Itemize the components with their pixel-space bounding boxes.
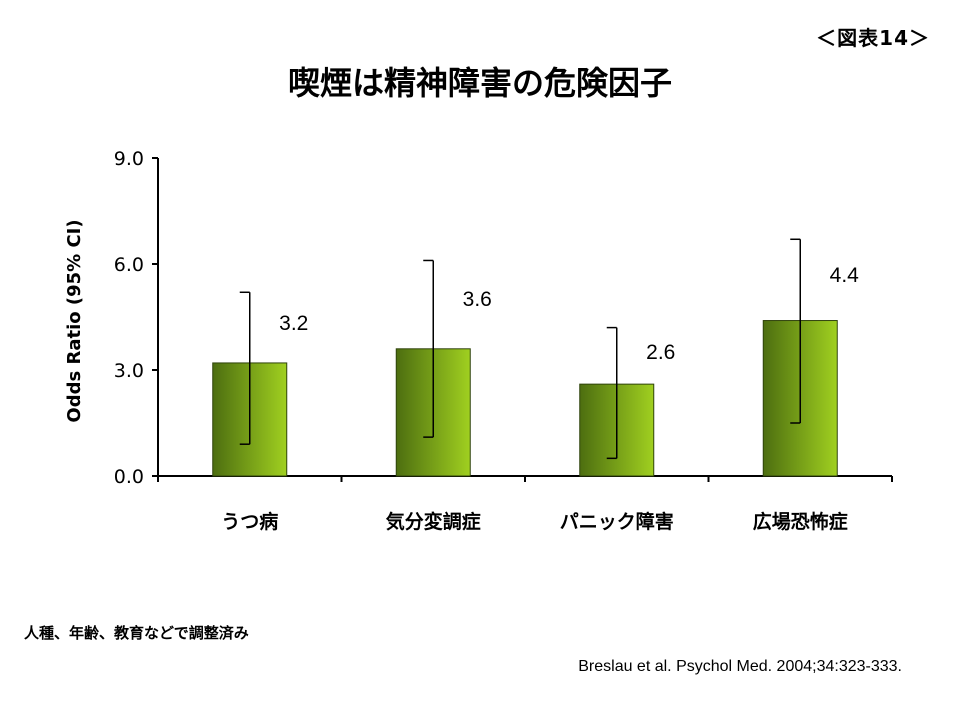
- data-label: 3.6: [463, 288, 492, 311]
- y-axis-label: Odds Ratio (95% CI): [64, 219, 85, 422]
- y-tick-label: 3.0: [114, 360, 144, 382]
- x-tick-label: パニック障害: [560, 510, 674, 533]
- y-tick-label: 9.0: [114, 148, 144, 170]
- x-tick-label: うつ病: [221, 510, 278, 533]
- figure-label: ＜図表14＞: [816, 26, 930, 50]
- adjustment-note: 人種、年齢、教育などで調整済み: [24, 624, 249, 642]
- x-tick-label: 広場恐怖症: [753, 510, 848, 533]
- y-tick-label: 6.0: [114, 254, 144, 276]
- odds-ratio-bar-chart: Odds Ratio (95% CI) 0.0 3.0 6.0 9.0 3.2 うつ病 3…: [64, 148, 893, 533]
- data-label: 2.6: [646, 341, 675, 364]
- y-tick-label: 0.0: [114, 466, 144, 488]
- page-title: 喫煙は精神障害の危険因子: [287, 64, 672, 102]
- x-tick-label: 気分変調症: [386, 510, 481, 533]
- data-label: 3.2: [279, 312, 308, 335]
- source-citation: Breslau et al. Psychol Med. 2004;34:323-…: [578, 658, 902, 675]
- data-label: 4.4: [830, 264, 860, 287]
